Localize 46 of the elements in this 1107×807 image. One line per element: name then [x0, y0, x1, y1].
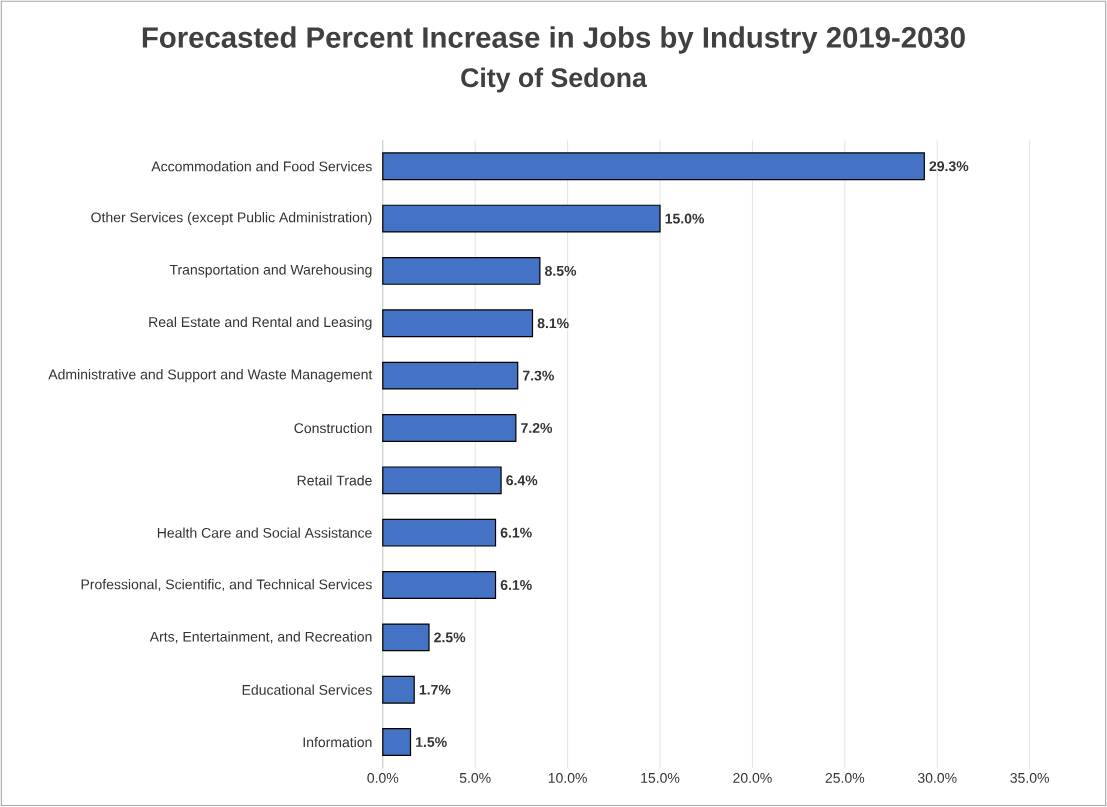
y-tick-label: Accommodation and Food Services	[151, 161, 372, 172]
bar	[382, 152, 925, 181]
y-tick-label: Construction	[294, 422, 372, 434]
y-tick-label: Retail Trade	[297, 475, 372, 486]
x-tick-label: 0.0%	[367, 773, 399, 783]
bar	[382, 728, 412, 757]
x-tick-label: 20.0%	[733, 773, 772, 783]
data-label: 6.1%	[500, 527, 532, 538]
data-label: 7.3%	[523, 370, 554, 381]
bar	[382, 361, 519, 390]
data-label: 8.5%	[545, 266, 577, 276]
bar	[382, 623, 430, 652]
x-tick-label: 10.0%	[548, 773, 587, 783]
y-tick-label: Health Care and Social Assistance	[157, 527, 372, 538]
y-tick-label: Information	[303, 736, 372, 748]
y-tick-label: Administrative and Support and Waste Management	[48, 369, 373, 383]
data-label: 7.2%	[521, 423, 553, 433]
bar	[382, 309, 534, 338]
y-tick-label: Real Estate and Rental and Leasing	[149, 316, 372, 330]
y-tick-label: Professional, Scientific, and Technical Services	[81, 579, 372, 592]
x-tick-label: 25.0%	[825, 773, 865, 783]
y-tick-label: Other Services (except Public Administration)	[91, 212, 372, 226]
y-tick-label: Educational Services	[242, 684, 372, 695]
bar	[382, 204, 661, 233]
bar	[382, 466, 502, 495]
data-label: 2.5%	[434, 632, 466, 643]
data-label: 29.3%	[929, 161, 969, 172]
bar	[382, 675, 415, 704]
data-label: 1.7%	[419, 684, 451, 695]
x-tick-label: 35.0%	[1010, 773, 1049, 783]
y-tick-label: Arts, Entertainment, and Recreation	[149, 631, 372, 644]
y-tick-label: Transportation and Warehousing	[169, 264, 372, 278]
data-label: 1.5%	[416, 737, 447, 748]
data-label: 6.1%	[500, 580, 532, 591]
chart-subtitle: City of Sedona	[461, 67, 648, 93]
bar	[382, 257, 541, 285]
bar	[382, 414, 517, 442]
data-label: 8.1%	[537, 318, 569, 329]
data-label: 6.4%	[506, 475, 538, 486]
bar	[382, 571, 497, 599]
bar	[382, 518, 497, 547]
data-label: 15.0%	[665, 213, 705, 224]
x-tick-label: 15.0%	[641, 773, 680, 783]
x-tick-label: 5.0%	[459, 773, 491, 783]
chart-title: Forecasted Percent Increase in Jobs by Industry 2019-2030	[142, 26, 965, 54]
x-tick-label: 30.0%	[917, 773, 957, 783]
